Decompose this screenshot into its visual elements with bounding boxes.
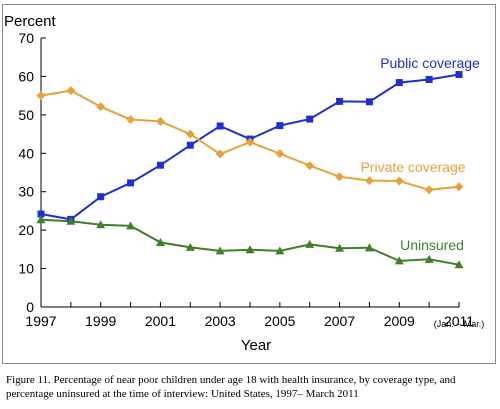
private-coveragepoint: [394, 176, 404, 186]
x-axis-label: Year: [241, 337, 271, 354]
y-tick-label: 20: [18, 222, 34, 238]
y-tick-label: 70: [18, 30, 34, 46]
public-coveragepoint: [216, 122, 224, 130]
x-tick-label: 1997: [25, 313, 56, 329]
uninsuredpoint: [394, 256, 404, 265]
y-tick-label: 60: [18, 68, 34, 84]
private-coveragepoint: [36, 91, 46, 101]
public-coveragepoint: [127, 179, 135, 187]
uninsuredpoint: [335, 243, 345, 252]
uninsuredpoint: [454, 260, 464, 269]
public-coveragepoint: [97, 193, 105, 201]
private-coveragepoint: [155, 116, 165, 126]
public-coveragepoint: [455, 71, 463, 79]
private-coveragepoint: [275, 149, 285, 159]
private-coveragepoint: [364, 176, 374, 186]
uninsuredpoint: [36, 215, 46, 224]
chart-frame: [2, 4, 496, 364]
uninsuredpoint: [364, 243, 374, 252]
y-tick-label: 10: [18, 261, 34, 277]
uninsuredlabel: Uninsured: [400, 237, 464, 253]
private-coveragepoint: [126, 114, 136, 124]
x-tick-label: 2009: [384, 313, 415, 329]
public-coveragepoint: [395, 79, 403, 87]
uninsuredpoint: [66, 216, 76, 225]
public-coveragepoint: [37, 210, 45, 218]
public-coveragepoint: [425, 76, 433, 84]
uninsuredpoint: [424, 254, 434, 263]
y-axis-label: Percent: [4, 13, 57, 30]
public-coveragepoint: [365, 98, 373, 106]
uninsuredpoint: [185, 242, 195, 251]
uninsuredpoint: [155, 237, 165, 246]
private-coveragepoint: [454, 182, 464, 192]
uninsuredpoint: [215, 246, 225, 255]
figure-caption: Figure 11. Percentage of near poor child…: [6, 374, 456, 400]
x-tick-label: 2005: [264, 313, 295, 329]
y-tick-label: 0: [26, 299, 34, 315]
uninsuredpoint: [96, 220, 106, 229]
x-tick-note: (Jan. – Mar.): [434, 319, 485, 329]
y-tick-label: 50: [18, 107, 34, 123]
y-tick-label: 30: [18, 184, 34, 200]
public-coveragepoint: [306, 115, 314, 123]
private-coveragepoint: [185, 129, 195, 139]
private-coveragepoint: [215, 149, 225, 159]
uninsuredpoint: [305, 239, 315, 248]
uninsuredpoint: [275, 246, 285, 255]
uninsuredpoint: [126, 221, 136, 230]
x-tick-label: 2011: [444, 313, 474, 329]
private-coveragepoint: [96, 102, 106, 112]
x-tick-label: 2007: [324, 313, 355, 329]
private-coveragepoint: [424, 185, 434, 195]
public-coveragepoint: [186, 141, 194, 149]
y-tick-label: 40: [18, 145, 34, 161]
public-coveragepoint: [156, 161, 164, 169]
private-coveragepoint: [245, 137, 255, 147]
x-tick-label: 1999: [85, 313, 116, 329]
public-coveragepoint: [276, 122, 284, 130]
x-tick-label: 2003: [205, 313, 236, 329]
private-coveragepoint: [335, 172, 345, 182]
private-coveragepoint: [305, 161, 315, 171]
x-tick-label: 2001: [145, 313, 176, 329]
private-coveragelabel: Private coverage: [360, 159, 465, 175]
public-coveragelabel: Public coverage: [380, 55, 480, 71]
uninsuredpoint: [245, 245, 255, 254]
private-coveragepoint: [66, 86, 76, 96]
public-coveragepoint: [336, 97, 344, 105]
